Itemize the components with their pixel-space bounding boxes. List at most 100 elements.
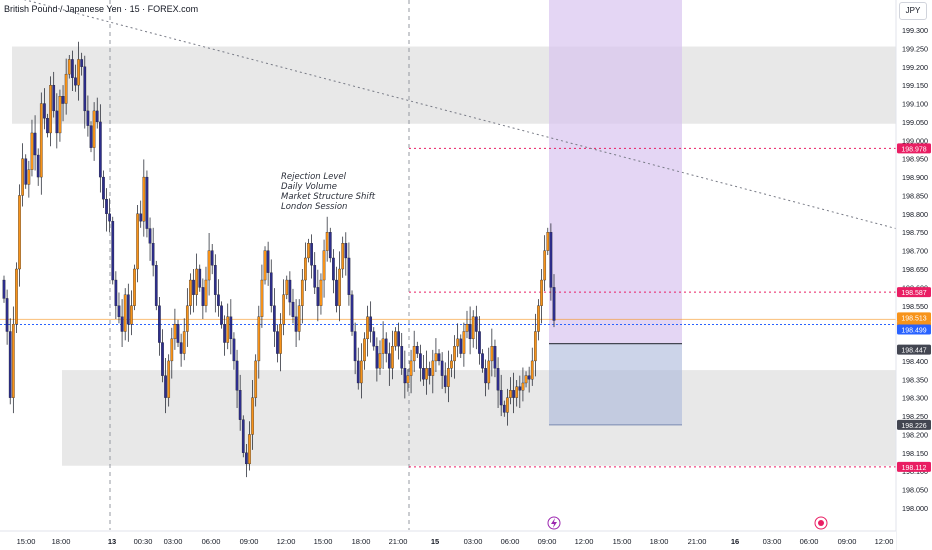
candle-body-down	[201, 287, 205, 306]
candle-body-down	[80, 59, 84, 67]
candle-body-down	[145, 176, 149, 229]
y-tick-label: 198.650	[902, 265, 928, 274]
price-tag-bg	[897, 143, 931, 154]
candle	[49, 76, 52, 147]
y-tick-label: 199.150	[902, 81, 928, 90]
candle-body-down	[384, 338, 388, 354]
candle-body-down	[198, 268, 202, 288]
candle	[534, 313, 537, 377]
candle-body-down	[8, 331, 12, 398]
candle	[381, 321, 385, 370]
candle	[378, 340, 382, 375]
candle	[359, 343, 363, 399]
candle-body-down	[552, 287, 556, 321]
candle-body-down	[272, 305, 276, 332]
candle	[285, 275, 289, 300]
candle	[415, 341, 419, 358]
candle	[207, 232, 211, 296]
candle	[24, 154, 28, 189]
candle-body-down	[52, 85, 56, 112]
candle-body-up	[257, 316, 261, 362]
candle-body-up	[297, 305, 301, 332]
candle	[27, 160, 31, 198]
y-tick-label: 198.250	[902, 412, 928, 421]
candle-body-down	[213, 265, 217, 295]
x-tick-label: 15:00	[17, 537, 36, 546]
candle	[102, 170, 105, 208]
trendline-layer[interactable]	[0, 0, 897, 230]
candle	[114, 271, 118, 320]
candle-body-up	[471, 316, 475, 340]
candle-body-up	[515, 386, 519, 398]
lightning-icon[interactable]	[547, 516, 561, 530]
candle	[86, 95, 90, 137]
candle-body-up	[226, 316, 230, 343]
candle-body-down	[148, 228, 152, 244]
candle-body-down	[245, 452, 248, 465]
candle-body-up	[207, 250, 211, 281]
candle	[440, 352, 444, 389]
candle-body-up	[248, 434, 251, 465]
candle	[251, 380, 254, 450]
candle-body-down	[114, 279, 118, 306]
candle-body-down	[266, 250, 270, 273]
price-tag-bg	[897, 312, 931, 323]
candle	[524, 371, 528, 388]
candle-body-down	[549, 232, 553, 288]
candle	[499, 374, 503, 417]
zone-supply	[12, 46, 896, 124]
candle	[8, 318, 12, 405]
candle	[537, 299, 540, 341]
candle	[530, 347, 534, 386]
candle-body-up	[425, 368, 428, 380]
x-tick-label: 09:00	[538, 537, 557, 546]
candle	[269, 259, 273, 313]
candle	[409, 349, 413, 394]
candle	[546, 227, 550, 256]
candle	[484, 359, 487, 397]
candle	[64, 58, 68, 115]
candle	[210, 243, 214, 275]
candle-body-up	[254, 360, 258, 398]
candle	[74, 64, 77, 92]
candle-body-down	[111, 221, 115, 281]
y-tick-label: 199.200	[902, 63, 928, 72]
candle-body-down	[372, 331, 376, 347]
candle-body-down	[335, 279, 338, 306]
candle-body-up	[58, 96, 62, 134]
candle-body-down	[232, 338, 236, 362]
candle	[223, 315, 226, 356]
economic-event-icon[interactable]	[814, 516, 828, 530]
candle	[241, 415, 245, 458]
x-tick-label: 03:00	[464, 537, 483, 546]
price-tag-bid: 198.499	[897, 324, 931, 335]
candle	[71, 50, 74, 92]
time-axis[interactable]: 15:00 18:00 13 00:30 03:00 06:00 09:00 12:00 15:…	[0, 530, 896, 550]
candle	[170, 327, 174, 379]
candle	[310, 234, 313, 279]
candle	[279, 313, 282, 372]
candle	[384, 332, 388, 363]
price-tag-red: 198.587	[897, 287, 931, 298]
candle	[43, 88, 46, 130]
price-axis[interactable]: 199.300 199.250 199.200 199.150 199.100 199.0…	[895, 0, 932, 550]
candle-body-up	[540, 279, 543, 306]
candle	[372, 327, 376, 351]
candle	[39, 92, 43, 195]
x-tick-label: 06:00	[800, 537, 819, 546]
currency-button[interactable]: JPY	[899, 2, 927, 20]
candle	[422, 355, 425, 386]
candle	[552, 274, 556, 328]
candle-body-up	[537, 305, 540, 332]
candle	[316, 269, 320, 322]
candle	[391, 330, 394, 380]
candle	[288, 271, 292, 316]
candle	[515, 380, 519, 407]
candle	[30, 119, 34, 177]
candle	[493, 339, 497, 378]
candle	[52, 71, 56, 118]
candle-body-down	[71, 59, 74, 78]
price-tags-layer: 198.978198.587198.51304:12198.499198.447…	[897, 143, 931, 472]
candle	[198, 264, 202, 292]
